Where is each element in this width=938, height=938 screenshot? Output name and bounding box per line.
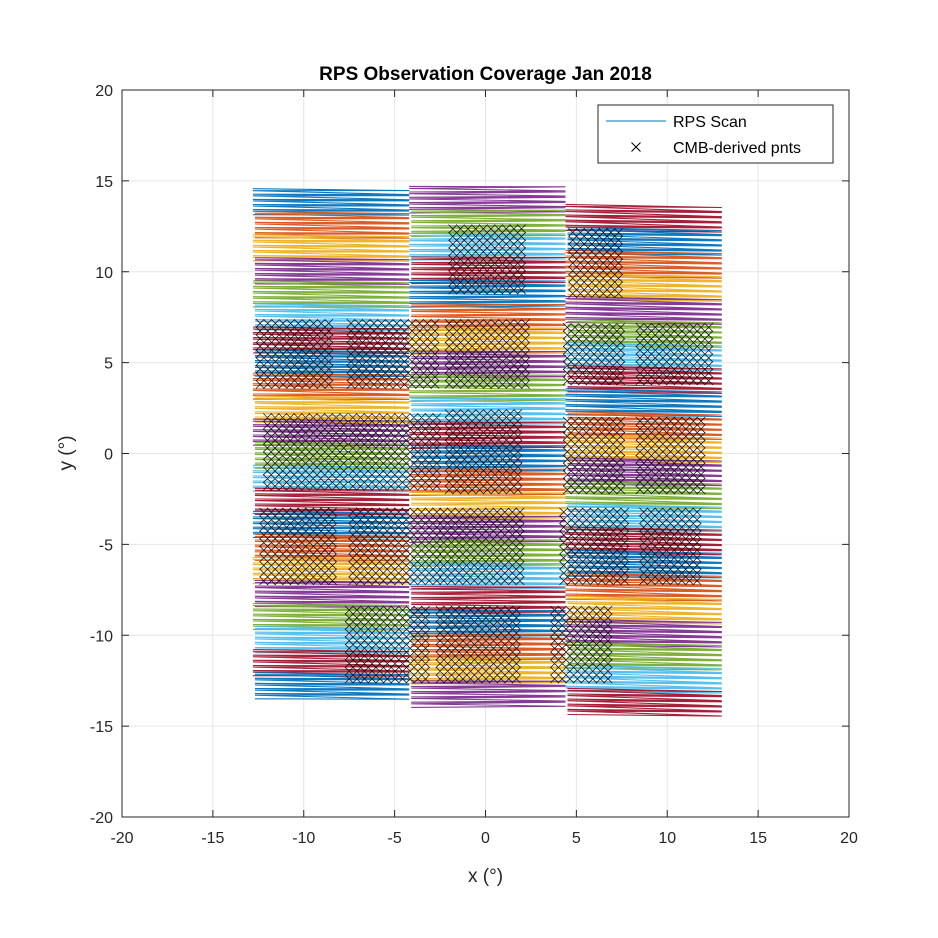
x-tick-label: -20 xyxy=(110,830,133,847)
cmb-point-cluster xyxy=(639,507,702,586)
legend-x-glyph xyxy=(631,142,641,152)
rps-scan-band xyxy=(252,418,410,447)
y-tick-label: 15 xyxy=(95,174,113,191)
rps-scan-band xyxy=(254,303,410,331)
rps-scan-band xyxy=(254,672,410,700)
legend-label-cmb-points: CMB-derived pnts xyxy=(673,140,801,157)
x-tick-label: 10 xyxy=(658,830,676,847)
y-tick-label: 0 xyxy=(104,447,113,464)
y-tick-label: -20 xyxy=(90,810,113,827)
legend-box xyxy=(597,104,834,164)
y-tick-label: 10 xyxy=(95,265,113,282)
cmb-point-cluster xyxy=(444,409,523,495)
rps-scan-band xyxy=(252,234,410,262)
cmb-point-cluster xyxy=(348,413,442,491)
rps-scan-band xyxy=(565,572,722,602)
x-tick-label: 15 xyxy=(749,830,767,847)
cmb-point-cluster xyxy=(444,318,530,389)
y-tick-label: 5 xyxy=(104,356,113,373)
y-tick-label: 20 xyxy=(95,83,113,100)
rps-scan-band xyxy=(565,664,722,694)
rps-scan-band xyxy=(409,280,566,308)
legend: RPS Scan CMB-derived pnts xyxy=(597,104,834,164)
rps-scan-band xyxy=(411,209,566,238)
rps-scan-band xyxy=(567,595,722,625)
rps-scan-band xyxy=(567,641,722,671)
rps-scan-band xyxy=(567,226,722,256)
rps-scan-band xyxy=(254,257,410,285)
rps-scan-band xyxy=(411,397,566,426)
rps-scan-band xyxy=(254,579,410,608)
axes xyxy=(121,89,850,818)
cmb-point-cluster xyxy=(559,507,630,586)
rps-scan-band xyxy=(567,549,722,579)
rps-scan-band xyxy=(254,349,410,378)
rps-scan-band xyxy=(565,249,722,279)
x-tick-label: 20 xyxy=(840,830,858,847)
rps-scan-band xyxy=(254,395,410,424)
cmb-point-cluster xyxy=(262,413,349,491)
rps-scan-band xyxy=(409,421,566,449)
y-tick-label: -15 xyxy=(90,719,113,736)
rps-scan-band xyxy=(567,687,722,717)
rps-scan-band xyxy=(567,457,722,487)
rps-scan-band xyxy=(252,464,410,493)
rps-scan-band xyxy=(565,203,722,233)
tick-labels: -20 -15 -10 -5 0 5 10 15 20 -20 -15 -10 -5 0 5 10 15 20 xyxy=(90,83,858,847)
rps-scan-band xyxy=(252,372,410,401)
rps-scan-band xyxy=(411,256,566,285)
rps-scan-band xyxy=(252,188,410,216)
legend-x-marker xyxy=(631,142,641,152)
x-tick-label: -5 xyxy=(388,830,402,847)
cmb-point-cluster xyxy=(346,318,440,389)
rps-scan-band xyxy=(252,556,410,585)
x-tick-label: -10 xyxy=(292,830,315,847)
cmb-point-cluster xyxy=(344,605,430,684)
x-tick-label: 5 xyxy=(572,830,581,847)
rps-scan-band xyxy=(565,618,722,648)
cmb-point-cluster xyxy=(635,416,706,495)
rps-scan-band xyxy=(565,434,722,464)
cmb-point-cluster xyxy=(439,507,525,586)
rps-scan-band xyxy=(409,185,566,214)
cmb-point-cluster xyxy=(635,322,714,386)
y-tick-label: -5 xyxy=(99,537,113,554)
y-axis-label: y (°) xyxy=(56,435,77,470)
rps-scan-band xyxy=(409,232,566,261)
cmb-point-cluster xyxy=(435,605,521,684)
rps-scan-band xyxy=(254,211,410,239)
x-tick-label: -15 xyxy=(201,830,224,847)
rps-scan-band xyxy=(252,280,410,308)
cmb-point-cluster xyxy=(448,224,526,295)
cmb-point-cluster xyxy=(259,507,337,586)
rps-scan-band xyxy=(567,411,722,441)
rps-scan-band xyxy=(254,487,410,516)
rps-scan-band xyxy=(567,365,722,394)
rps-scan-band xyxy=(565,296,722,325)
rps-scan-band xyxy=(565,388,722,418)
cmb-point-cluster xyxy=(348,507,442,586)
cmb-point-cluster xyxy=(550,605,613,684)
cmb-point-cluster xyxy=(255,318,334,389)
x-axis-label: x (°) xyxy=(468,866,503,887)
cmb-derived-points xyxy=(255,224,714,684)
rps-scan-band xyxy=(411,680,566,708)
chart-title: RPS Observation Coverage Jan 2018 xyxy=(319,64,652,85)
rps-scan-band xyxy=(567,272,722,302)
rps-scan-band xyxy=(254,441,410,470)
y-tick-label: -10 xyxy=(90,628,113,645)
rps-scan-band xyxy=(565,480,722,510)
rps-scan-band xyxy=(252,510,410,539)
cmb-point-cluster xyxy=(562,416,626,495)
legend-label-rps-scan: RPS Scan xyxy=(673,114,747,131)
rps-scan-band xyxy=(411,303,566,332)
rps-scan-band xyxy=(565,526,722,556)
x-tick-label: 0 xyxy=(481,830,490,847)
cmb-point-cluster xyxy=(562,322,626,386)
cmb-point-cluster xyxy=(568,228,623,299)
